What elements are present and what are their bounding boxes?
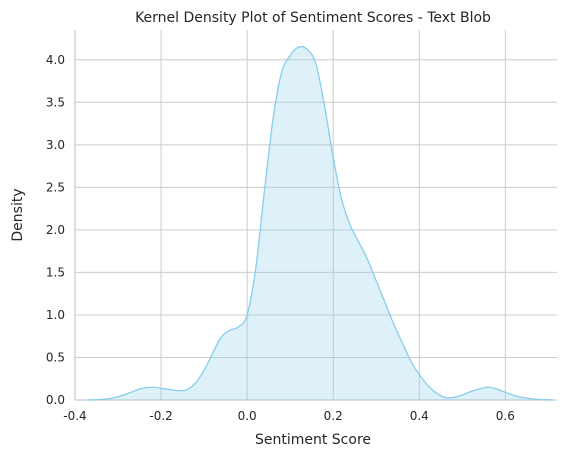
x-axis-label: Sentiment Score — [255, 432, 371, 448]
y-tick-label: 2.0 — [46, 223, 65, 237]
y-tick-label: 4.0 — [46, 53, 65, 67]
y-tick-labels: 0.0 0.5 1.0 1.5 2.0 2.5 3.0 3.5 4.0 — [46, 53, 65, 407]
x-tick-label: 0.2 — [324, 409, 343, 423]
y-tick-label: 3.0 — [46, 138, 65, 152]
y-tick-label: 0.0 — [46, 393, 65, 407]
y-tick-label: 1.5 — [46, 265, 65, 279]
x-tick-label: 0.6 — [496, 409, 515, 423]
x-tick-labels: -0.4 -0.2 0.0 0.2 0.4 0.6 — [63, 409, 515, 423]
y-axis-label: Density — [10, 188, 26, 241]
chart-title: Kernel Density Plot of Sentiment Scores … — [135, 10, 491, 26]
series-layer — [88, 47, 553, 400]
y-tick-label: 2.5 — [46, 180, 65, 194]
density-area — [88, 47, 553, 400]
x-tick-label: -0.4 — [63, 409, 86, 423]
x-tick-label: -0.2 — [149, 409, 172, 423]
y-tick-label: 3.5 — [46, 95, 65, 109]
y-tick-label: 1.0 — [46, 308, 65, 322]
x-tick-label: 0.0 — [238, 409, 257, 423]
x-tick-label: 0.4 — [410, 409, 429, 423]
y-tick-label: 0.5 — [46, 350, 65, 364]
